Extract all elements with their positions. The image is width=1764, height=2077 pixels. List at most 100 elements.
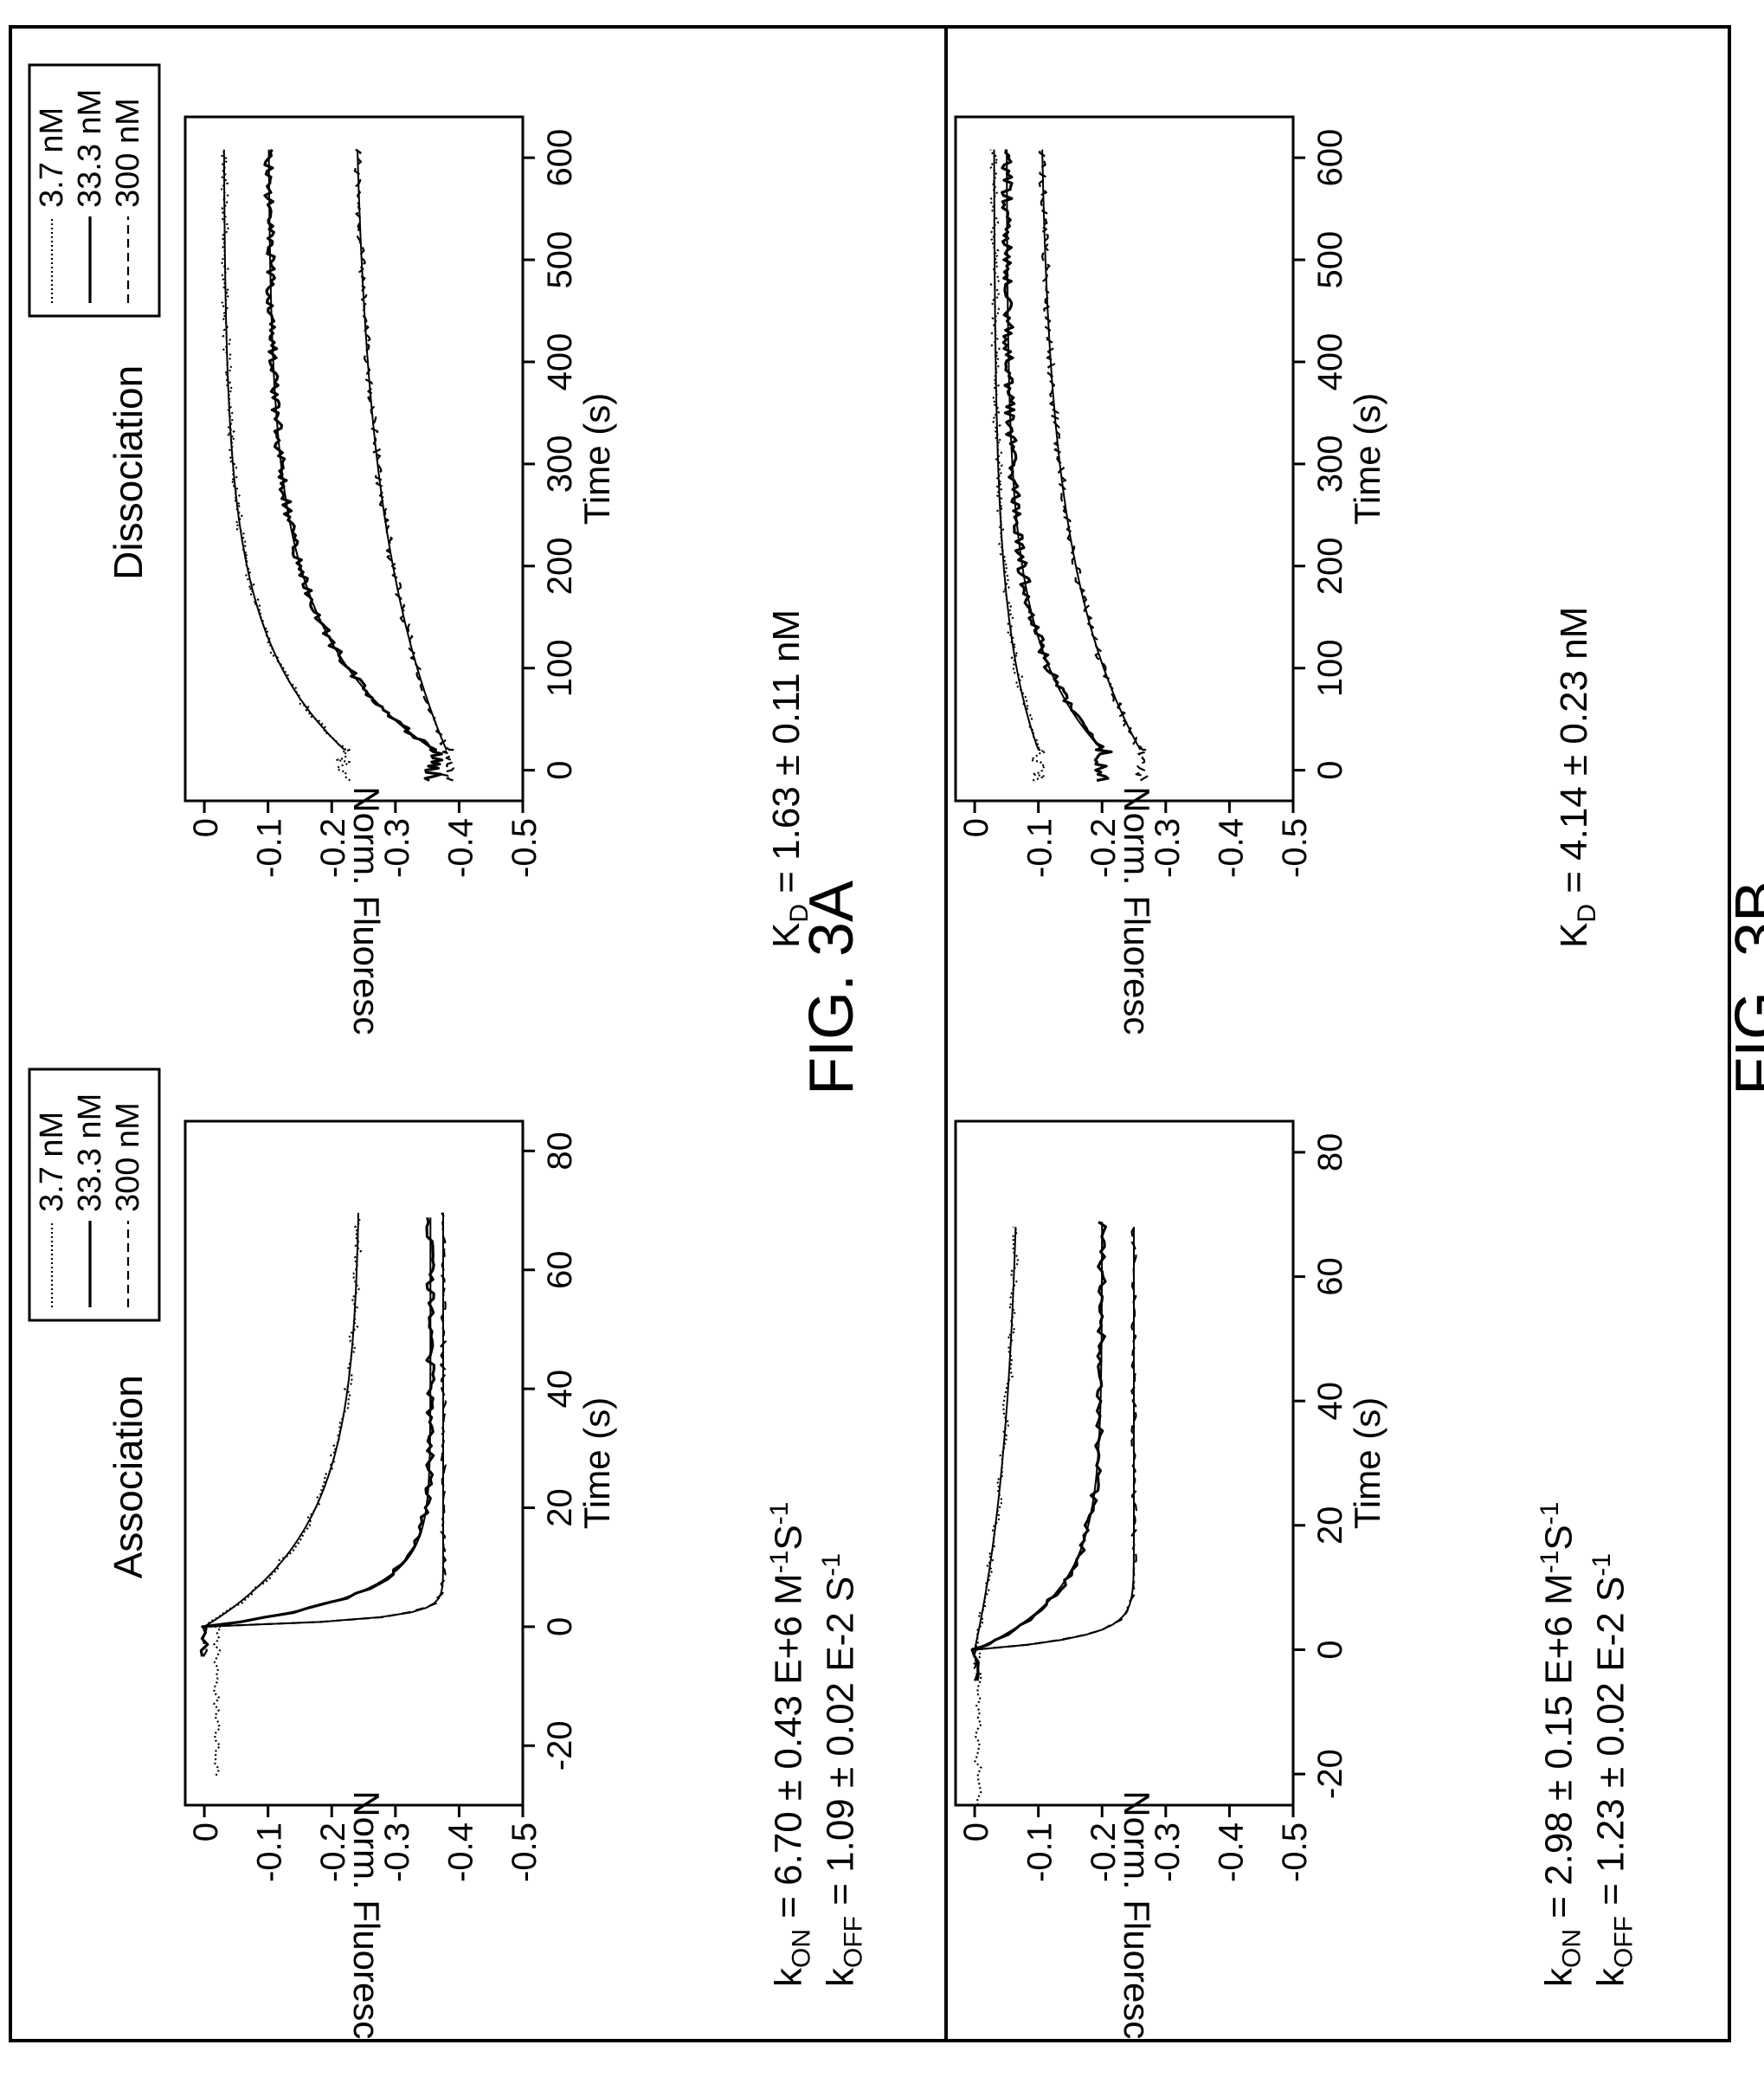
- y-tick-label: -0.4: [441, 818, 480, 878]
- x-tick-label: -20: [1311, 1749, 1349, 1799]
- x-tick-label: -20: [541, 1720, 579, 1771]
- y-tick-label: 0: [957, 818, 995, 837]
- x-tick-label: 0: [541, 1617, 579, 1636]
- x-tick-label: 600: [541, 129, 579, 187]
- plot-area-frame: [183, 1119, 525, 1807]
- fit-curve-2: [1041, 149, 1142, 751]
- fit-curve-2: [204, 1212, 444, 1628]
- legend-box: [28, 63, 161, 318]
- x-tick-label: 40: [541, 1370, 579, 1409]
- y-tick-label: -0.3: [1149, 1822, 1187, 1882]
- series-line-2: [972, 1226, 1137, 1681]
- y-tick-label: -0.3: [1149, 818, 1187, 878]
- association-chart-3b: Association 0 -0.1 -0.2 -0.3 -0.4 -0.5 -20 0 20 40…: [28, 1068, 617, 2039]
- legend-label: 300 nM: [110, 98, 146, 208]
- series-line-0: [205, 1212, 363, 1777]
- fit-curve-2: [975, 1227, 1135, 1651]
- x-tick-label: 500: [541, 231, 579, 289]
- y-tick-label: -0.1: [251, 1822, 289, 1882]
- series-line-1: [970, 1220, 1107, 1681]
- fit-curve-0: [974, 1227, 1017, 1650]
- y-tick-label: -0.4: [1212, 818, 1250, 878]
- fit-curve-1: [203, 1217, 432, 1628]
- kd-equation-3a: KD = 4.14 ± 0.23 nM: [1553, 606, 1601, 948]
- series-line-2: [1038, 149, 1149, 782]
- fit-curve-1: [1006, 149, 1103, 751]
- fit-curve-1: [974, 1222, 1104, 1651]
- figure-3a-label-rotated: FIG. 3A: [797, 880, 866, 1095]
- x-axis-label: Time (s): [576, 393, 617, 525]
- legend-label: 33.3 nM: [72, 1093, 108, 1212]
- legend-label: 3.7 nM: [34, 107, 70, 208]
- y-tick-label: -0.3: [378, 1822, 416, 1882]
- plot-area-frame: [954, 115, 1295, 803]
- y-tick-label: -0.5: [505, 818, 544, 878]
- series-line-0: [221, 149, 352, 782]
- y-tick-label: -0.3: [378, 818, 416, 878]
- y-axis-label: Norm. Fluorescence Up: [1117, 1790, 1157, 2039]
- y-tick-label: 0: [957, 1822, 995, 1842]
- series-line-2: [202, 1212, 447, 1657]
- x-tick-label: 60: [541, 1250, 579, 1289]
- koff-equation-3a: kOFF = 1.23 ± 0.02 E-2 S-1: [1587, 1553, 1638, 1987]
- y-tick-label: -0.2: [1085, 1822, 1123, 1882]
- y-tick-label: -0.2: [1085, 818, 1123, 878]
- series-line-0: [970, 1226, 1020, 1806]
- x-tick-label: 400: [541, 333, 579, 391]
- x-tick-label: 100: [541, 639, 579, 697]
- series-line-2: [353, 148, 455, 782]
- x-axis-label: Time (s): [1347, 1397, 1387, 1529]
- kon-equation-3a: kON = 2.98 ± 0.15 E+6 M-1S-1: [1535, 1501, 1587, 1987]
- plot-area-frame: [183, 115, 525, 803]
- x-tick-label: 60: [1311, 1257, 1349, 1296]
- x-tick-label: 20: [541, 1488, 579, 1527]
- kon-equation-3b: kON = 6.70 ± 0.43 E+6 M-1S-1: [765, 1501, 816, 1987]
- x-tick-label: 0: [541, 761, 579, 780]
- x-tick-label: 80: [541, 1132, 579, 1171]
- x-tick-label: 100: [1311, 639, 1349, 697]
- y-tick-label: -0.1: [1021, 1822, 1059, 1882]
- y-tick-label: -0.5: [1276, 818, 1314, 878]
- x-tick-label: 80: [1311, 1133, 1349, 1172]
- y-tick-label: 0: [187, 1822, 225, 1842]
- x-tick-label: 600: [1311, 129, 1349, 187]
- y-tick-label: -0.4: [1212, 1822, 1250, 1882]
- legend-label: 300 nM: [110, 1102, 146, 1212]
- x-tick-label: 0: [1311, 1640, 1349, 1659]
- legend-label: 33.3 nM: [72, 89, 108, 208]
- x-tick-label: 500: [1311, 231, 1349, 289]
- x-tick-label: 0: [1311, 761, 1349, 780]
- y-tick-label: -0.2: [314, 1822, 352, 1882]
- figure-3b-label-rotated: FIG. 3B: [1723, 880, 1764, 1095]
- y-tick-label: -0.1: [251, 818, 289, 878]
- x-tick-label: 300: [541, 435, 579, 493]
- fit-curve-0: [203, 1212, 359, 1628]
- y-tick-label: -0.2: [314, 818, 352, 878]
- dissociation-chart-3b: Dissociation 0 -0.1 -0.2 -0.3 -0.4 -0.5 0 100 200…: [28, 63, 617, 1035]
- chart-title: Dissociation: [106, 365, 151, 580]
- x-tick-label: 400: [1311, 333, 1349, 391]
- fit-curve-0: [993, 149, 1040, 751]
- y-axis-label: Norm. Fluorescence Up: [346, 786, 387, 1035]
- x-axis-label: Time (s): [576, 1397, 617, 1529]
- x-tick-label: 20: [1311, 1506, 1349, 1545]
- koff-equation-3b: kOFF = 1.09 ± 0.02 E-2 S-1: [817, 1553, 868, 1987]
- fit-curve-1: [267, 149, 435, 751]
- y-axis-label: Norm. Fluorescence Up: [346, 1790, 387, 2039]
- y-tick-label: -0.5: [1276, 1822, 1314, 1882]
- chart-title: Association: [106, 1375, 151, 1578]
- legend-box: [28, 1068, 161, 1322]
- y-tick-label: 0: [187, 818, 225, 837]
- fit-curve-0: [222, 149, 345, 751]
- y-tick-label: -0.5: [505, 1822, 544, 1882]
- y-axis-label: Norm. Fluorescence Up: [1117, 786, 1157, 1035]
- fit-curve-2: [356, 149, 447, 751]
- y-tick-label: -0.1: [1021, 818, 1059, 878]
- series-line-1: [199, 1216, 436, 1657]
- x-tick-label: 40: [1311, 1382, 1349, 1421]
- x-axis-label: Time (s): [1347, 393, 1387, 525]
- y-tick-label: -0.4: [441, 1822, 480, 1882]
- plot-area-frame: [954, 1119, 1295, 1807]
